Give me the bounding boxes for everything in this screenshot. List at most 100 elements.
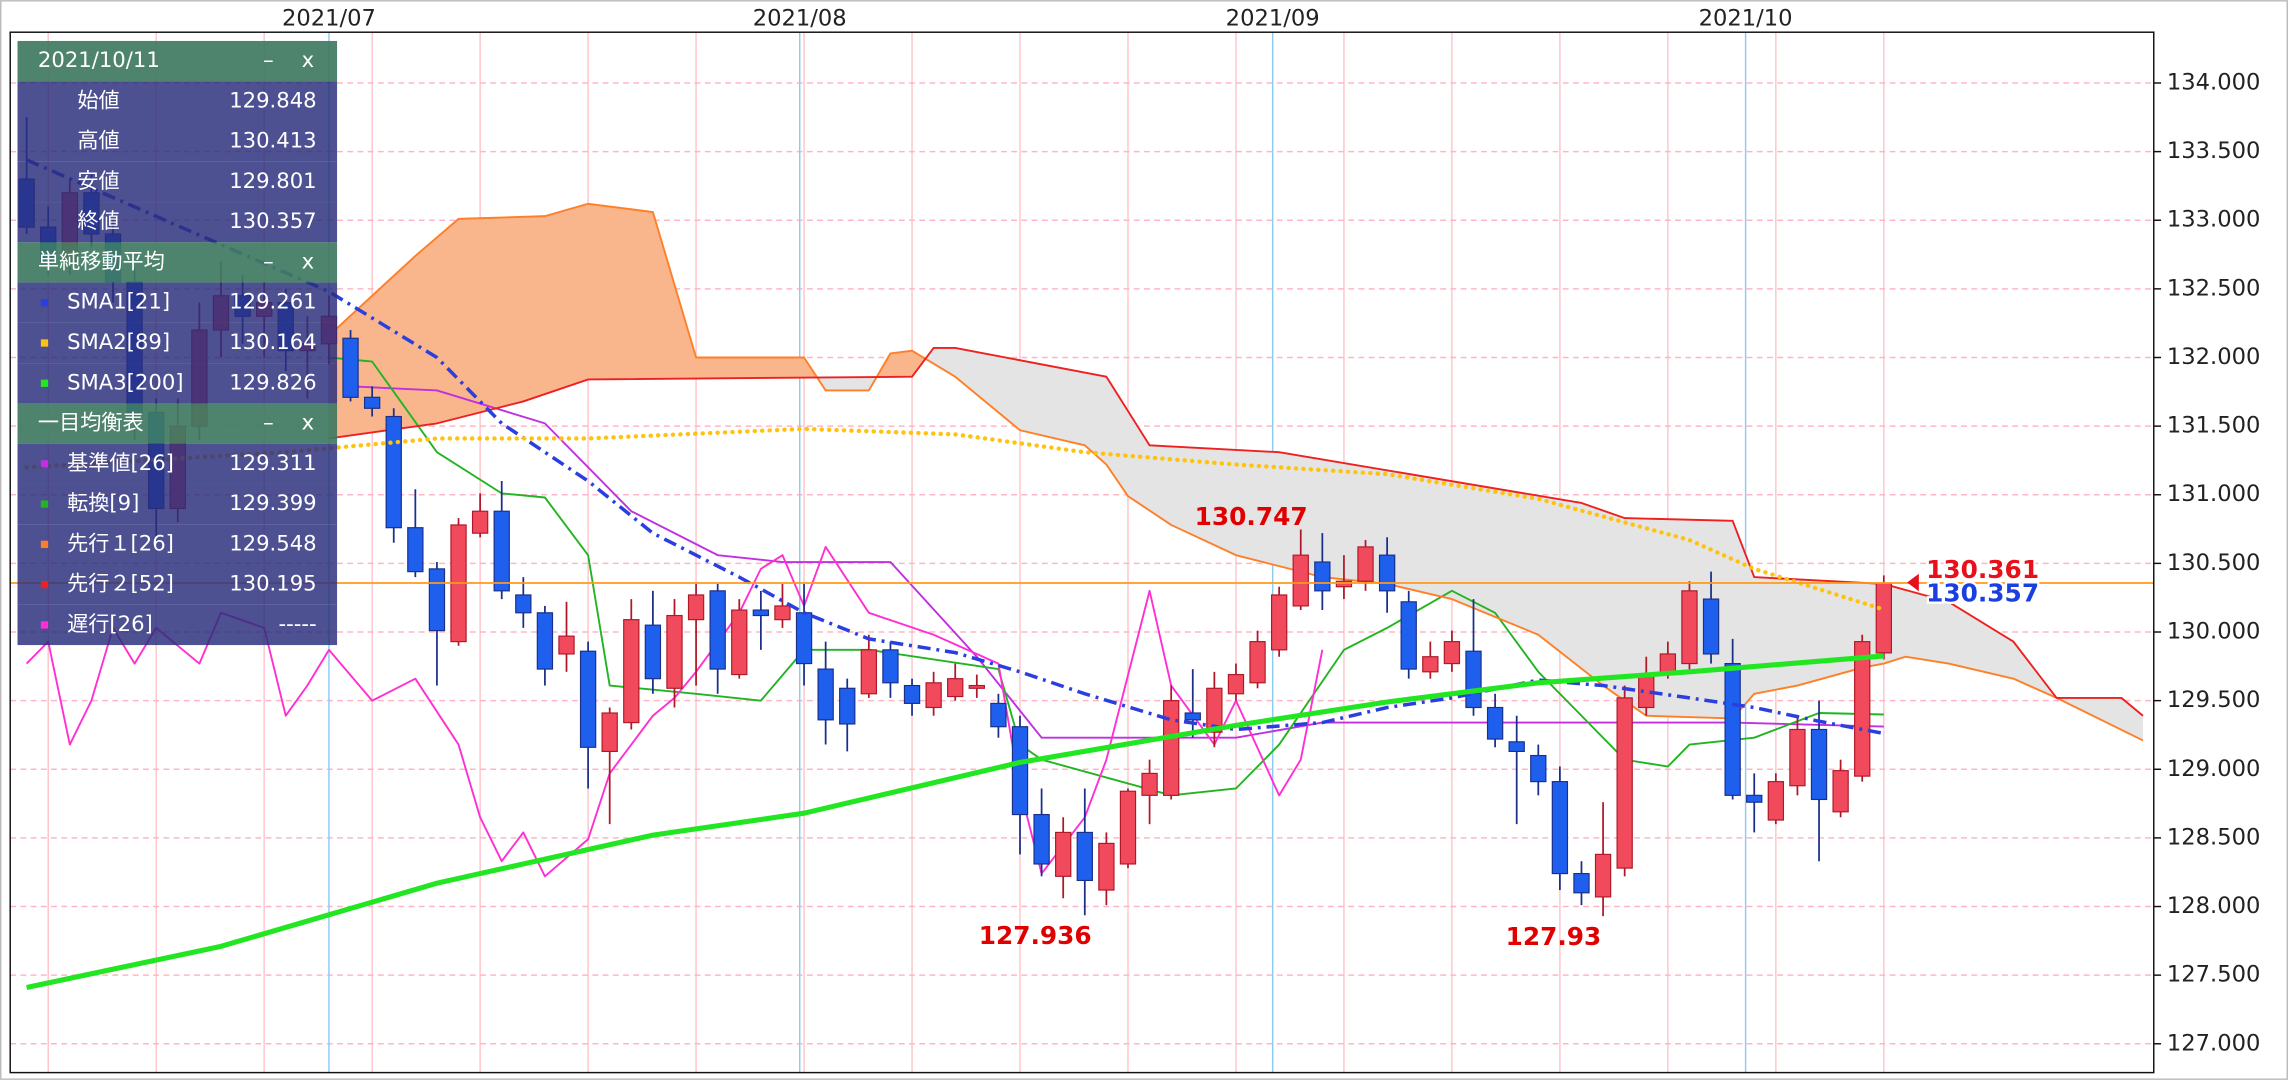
legend-swatch — [40, 339, 49, 347]
panel-header-title: 2021/10/11 — [38, 47, 160, 72]
annotation: 127.936 — [979, 921, 1092, 950]
candle-body — [1141, 772, 1158, 796]
info-panel: 2021/10/11 – x 始値 129.848 高値 130.413 安値 129.801 終… — [17, 40, 338, 646]
candle-body — [947, 678, 964, 698]
panel-row — [17, 483, 338, 525]
minimize-button[interactable]: – — [263, 248, 274, 273]
ohlc-label: 終値 — [77, 208, 119, 233]
candle-body — [1422, 656, 1439, 673]
y-tick-label: 130.000 — [2167, 619, 2260, 645]
candle-body — [1508, 741, 1525, 753]
candle-body — [1616, 697, 1633, 869]
candle-body — [1573, 872, 1590, 894]
candle-body — [882, 649, 899, 684]
line-series — [26, 653, 1885, 991]
legend-swatch — [40, 621, 49, 629]
plot-border — [9, 31, 2155, 1074]
candle-body — [558, 635, 575, 655]
panel-row — [17, 604, 338, 646]
candle-body — [990, 702, 1007, 728]
panel-row — [17, 564, 338, 605]
legend-name: 遅行[26] — [67, 611, 153, 636]
minimize-button[interactable]: – — [263, 410, 274, 435]
candle-body — [1163, 700, 1180, 796]
candle-body — [1314, 561, 1331, 592]
candle-body — [1292, 554, 1309, 607]
price-marker — [1907, 573, 1919, 592]
candle-body — [1789, 728, 1806, 787]
candle-body — [1357, 546, 1374, 582]
y-tick-label: 131.500 — [2167, 413, 2260, 439]
legend-swatch — [40, 299, 49, 307]
candle-body — [536, 612, 554, 670]
panel-row — [17, 121, 338, 162]
panel-row — [17, 524, 338, 565]
annotation: 130.747 — [1195, 502, 1308, 531]
candle-body — [428, 568, 446, 632]
candle-body — [1400, 601, 1417, 670]
legend-swatch — [40, 500, 49, 508]
candle-body — [1098, 842, 1115, 891]
candle-body — [1810, 728, 1828, 801]
legend-name: SMA1[21] — [67, 289, 170, 314]
panel-row — [17, 443, 338, 484]
candle-body — [1119, 790, 1137, 865]
plot-area — [10, 32, 2154, 1073]
candle-body — [1832, 770, 1849, 813]
y-tick-label: 133.000 — [2167, 207, 2260, 233]
y-tick-label: 130.500 — [2167, 550, 2260, 576]
ohlc-value: 129.801 — [229, 168, 316, 193]
candle-body — [1227, 673, 1245, 695]
price-label: 130.361 — [1926, 555, 2039, 584]
legend-value: 129.399 — [229, 490, 316, 515]
candle-body — [1530, 754, 1547, 783]
panel-row — [17, 161, 338, 203]
candle-body — [1270, 594, 1288, 651]
ohlc-label: 始値 — [77, 87, 119, 112]
close-button[interactable]: x — [302, 410, 315, 435]
candle-body — [579, 650, 597, 748]
panel-header — [17, 242, 338, 283]
legend-name: SMA3[200] — [67, 369, 183, 394]
candle-body — [1443, 641, 1461, 665]
candle-body — [709, 590, 726, 670]
y-tick-label: 128.000 — [2167, 893, 2260, 919]
candle-body — [1011, 726, 1029, 816]
candle-body — [1724, 662, 1741, 796]
y-tick-label: 127.000 — [2167, 1030, 2260, 1056]
price-label: 130.357 — [1926, 579, 2039, 608]
candle-body — [1184, 712, 1201, 721]
x-tick-label: 2021/09 — [1226, 6, 1320, 32]
candle-body — [1875, 582, 1892, 654]
y-tick-label: 132.000 — [2167, 344, 2260, 370]
ohlc-value: 130.357 — [229, 208, 316, 233]
legend-value: 130.195 — [229, 571, 316, 596]
legend-value: 130.164 — [229, 329, 316, 354]
legend-name: 先行２[52] — [67, 571, 174, 596]
y-tick-label: 134.000 — [2167, 69, 2260, 95]
panel-row — [17, 322, 338, 364]
y-tick-label: 128.500 — [2167, 824, 2260, 850]
candle-body — [817, 668, 834, 721]
x-tick-label: 2021/08 — [753, 6, 847, 32]
candle-body — [601, 712, 618, 753]
candle-body — [407, 527, 424, 573]
close-button[interactable]: x — [302, 47, 315, 72]
line-series — [328, 346, 2144, 717]
candle-body — [515, 594, 532, 614]
close-button[interactable]: x — [302, 248, 315, 273]
candle-body — [363, 396, 381, 409]
y-tick-label: 129.000 — [2167, 756, 2260, 782]
panel-header — [17, 40, 338, 82]
candle-body — [687, 594, 705, 621]
candle-body — [968, 684, 985, 689]
candle-body — [493, 510, 510, 592]
y-tick-label: 129.500 — [2167, 687, 2260, 713]
candle-body — [795, 612, 813, 665]
minimize-button[interactable]: – — [263, 47, 274, 72]
candle-body — [666, 614, 683, 689]
candle-body — [1767, 781, 1785, 821]
legend-value: 129.548 — [229, 530, 316, 555]
candle-body — [1551, 781, 1569, 875]
